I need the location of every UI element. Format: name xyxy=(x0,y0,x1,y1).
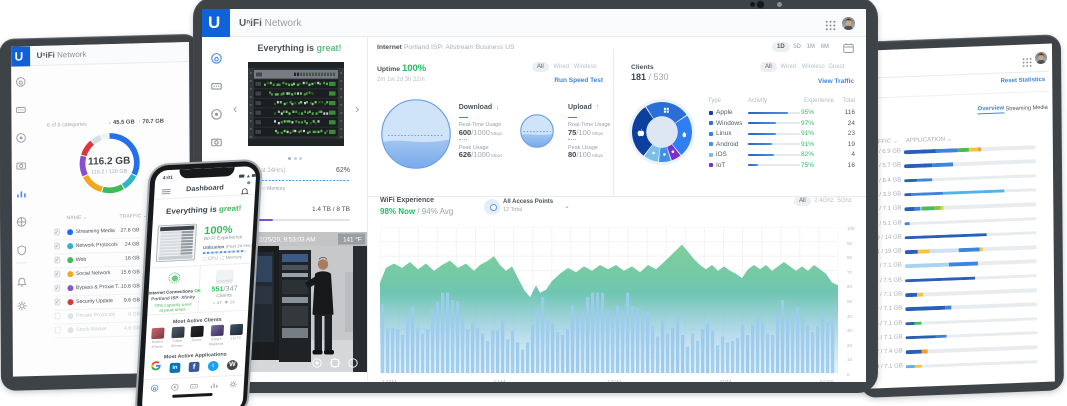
svg-text:6PM: 6PM xyxy=(720,380,732,382)
svg-text:R: 2/25/20, 9:53:03 AM: R: 2/25/20, 9:53:03 AM xyxy=(251,237,315,244)
svg-text:NOW: NOW xyxy=(820,380,834,382)
svg-text:12PM: 12PM xyxy=(607,380,622,382)
svg-text:141 °F: 141 °F xyxy=(343,236,362,244)
svg-text:12AM: 12AM xyxy=(382,380,397,382)
svg-text:6AM: 6AM xyxy=(494,380,506,382)
